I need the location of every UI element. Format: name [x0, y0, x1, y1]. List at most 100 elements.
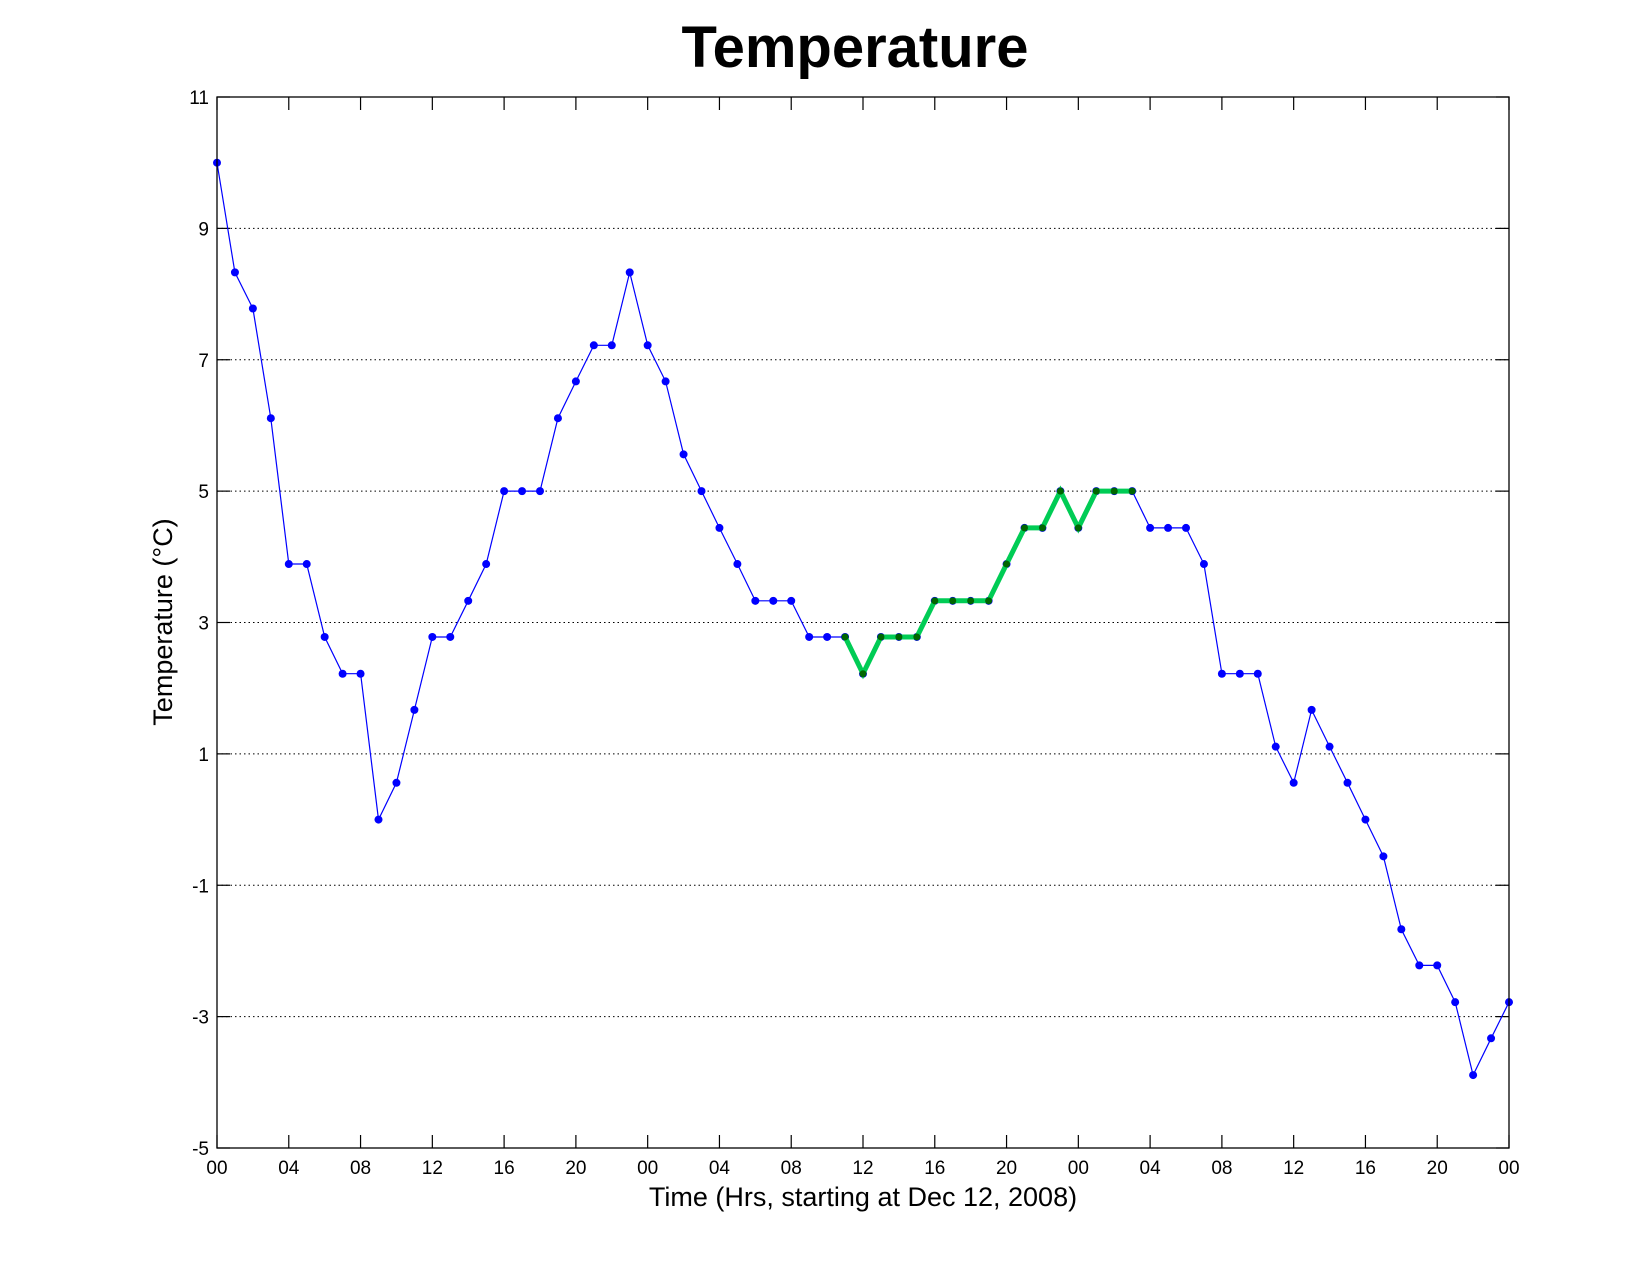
x-tick-label: 04: [278, 1158, 300, 1179]
highlight-data-point: [1021, 524, 1028, 532]
x-tick-label: 08: [781, 1158, 802, 1179]
highlight-data-point: [1092, 487, 1100, 495]
data-point: [553, 414, 562, 423]
y-tick-label: 9: [198, 219, 209, 240]
data-point: [1433, 961, 1442, 970]
highlight-data-point: [1056, 487, 1064, 495]
data-point: [769, 596, 778, 605]
highlight-data-point: [1003, 560, 1011, 568]
y-tick-label: -5: [192, 1139, 209, 1160]
data-point: [805, 632, 814, 641]
highlight-data-point: [967, 597, 975, 605]
x-tick-label: 12: [852, 1158, 873, 1179]
x-tick-label: 20: [1427, 1158, 1448, 1179]
label-layer: -5 -3 -1 1 3 5 7 9 11 00 04 08 12 16 20 00 04 08 12 16 20 00 0…: [189, 88, 1519, 1179]
data-point: [266, 414, 275, 423]
data-point: [1253, 669, 1262, 678]
data-point: [679, 450, 688, 459]
highlight-data-point: [985, 597, 993, 605]
data-point: [625, 268, 634, 277]
highlight-data-point: [1074, 524, 1082, 532]
y-tick-label: 1: [198, 745, 209, 766]
x-tick-label: 12: [1283, 1158, 1304, 1179]
data-point: [1325, 742, 1334, 751]
data-point: [392, 778, 401, 787]
data-point: [1469, 1071, 1478, 1080]
data-point: [338, 669, 347, 678]
data-point: [320, 632, 329, 641]
chart-title: Temperature: [681, 15, 1029, 80]
y-axis-label-suffix: ): [148, 518, 178, 527]
y-tick-label: -3: [192, 1008, 209, 1029]
highlight-data-point: [913, 633, 921, 641]
data-point: [589, 341, 598, 350]
series-layer: [213, 158, 1513, 1080]
x-tick-label: 16: [924, 1158, 945, 1179]
data-point: [1235, 669, 1244, 678]
highlight-data-point: [1038, 524, 1046, 532]
data-point: [1307, 705, 1316, 714]
highlight-data-point: [877, 633, 885, 641]
x-tick-label: 04: [1140, 1158, 1162, 1179]
data-point: [428, 632, 437, 641]
data-point: [482, 560, 491, 569]
data-point: [1397, 925, 1406, 934]
y-tick-label: 5: [198, 482, 209, 503]
data-point: [1415, 961, 1424, 970]
x-tick-label: 00: [637, 1158, 658, 1179]
y-tick-label: 7: [198, 351, 209, 372]
y-axis-label-unit: °C: [148, 527, 178, 557]
data-point: [1289, 778, 1298, 787]
data-point: [1343, 778, 1352, 787]
x-tick-label: 00: [206, 1158, 227, 1179]
y-tick-label: -1: [192, 876, 209, 897]
data-point: [1164, 523, 1173, 532]
data-point: [410, 705, 419, 714]
data-point: [715, 523, 724, 532]
highlight-data-point: [931, 597, 939, 605]
x-tick-label: 12: [422, 1158, 443, 1179]
data-point: [500, 487, 509, 496]
data-point: [248, 304, 257, 313]
highlight-data-point: [949, 597, 957, 605]
data-point: [571, 377, 580, 386]
x-tick-label: 20: [996, 1158, 1017, 1179]
data-point: [374, 815, 383, 824]
data-point: [1146, 523, 1155, 532]
data-point: [733, 560, 742, 569]
data-point: [536, 487, 544, 496]
highlight-data-point: [841, 633, 849, 641]
data-point: [787, 596, 796, 605]
x-tick-label: 16: [1355, 1158, 1376, 1179]
data-point: [356, 669, 365, 678]
x-tick-label: 08: [1211, 1158, 1232, 1179]
data-point: [1271, 742, 1280, 751]
data-point: [661, 377, 670, 386]
highlight-data-point: [1128, 487, 1136, 495]
data-point: [302, 560, 311, 569]
data-point: [823, 632, 832, 641]
data-point: [1487, 1034, 1496, 1043]
data-point: [284, 560, 293, 569]
y-axis-label-prefix: Temperature (: [148, 558, 178, 726]
x-tick-label: 20: [565, 1158, 586, 1179]
highlight-data-point: [859, 670, 867, 678]
data-point: [1361, 815, 1370, 824]
y-axis-label: Temperature (°C): [148, 518, 178, 725]
data-point: [1451, 998, 1460, 1007]
x-tick-label: 04: [709, 1158, 731, 1179]
data-point: [230, 268, 239, 277]
data-point: [1182, 523, 1190, 532]
plot-frame: [216, 96, 1510, 1149]
data-point: [607, 341, 616, 350]
highlight-data-point: [1110, 487, 1118, 495]
x-tick-label: 00: [1068, 1158, 1089, 1179]
x-tick-label: 16: [494, 1158, 515, 1179]
highlight-data-point: [895, 633, 903, 641]
data-point: [697, 487, 706, 496]
y-tick-label: 11: [189, 88, 209, 109]
data-point: [643, 341, 652, 350]
x-axis-label: Time (Hrs, starting at Dec 12, 2008): [649, 1182, 1077, 1212]
